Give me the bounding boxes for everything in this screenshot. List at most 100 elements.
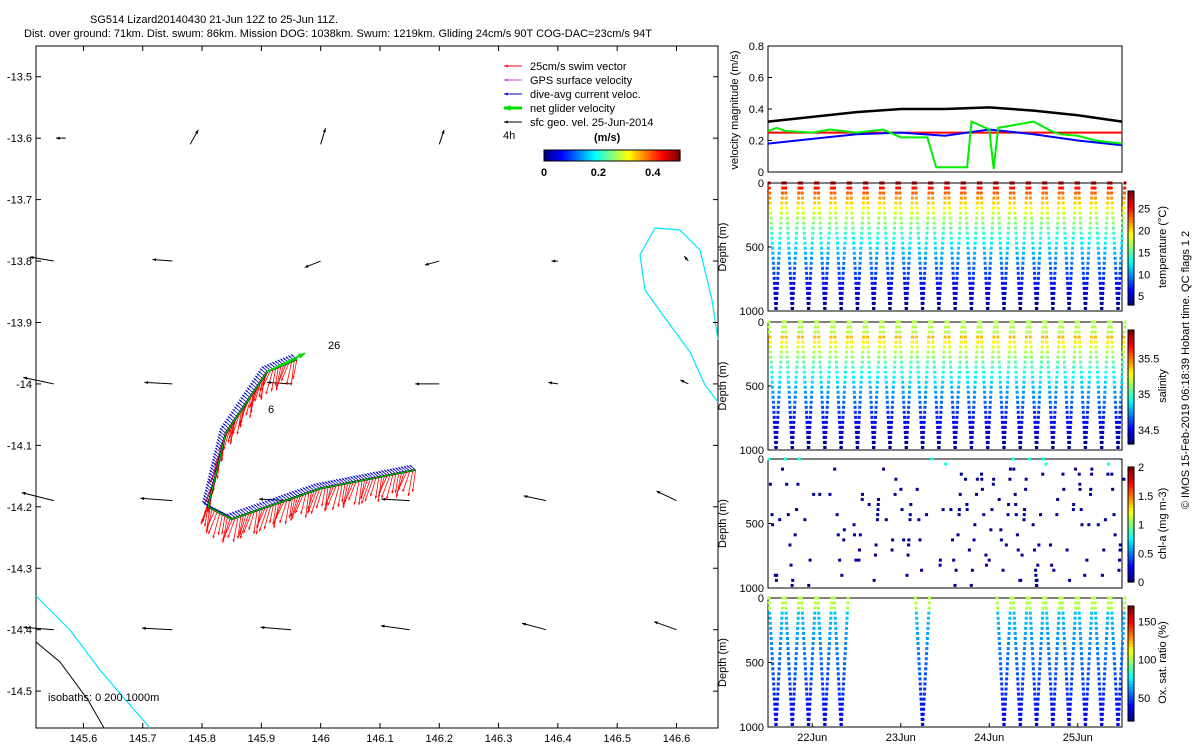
- temperature-dive-point: [939, 266, 943, 270]
- salinity-dive-point: [888, 440, 892, 444]
- salinity-dive-point: [1085, 415, 1089, 419]
- salinity-dive-point: [1036, 420, 1040, 424]
- temperature-dive-point: [787, 256, 791, 260]
- oxygen-dive-point: [786, 642, 790, 646]
- temperature-ylabel: Depth (m): [717, 223, 729, 272]
- oxygen-dive-point: [843, 652, 847, 656]
- velocity-y-tick-label: 0.2: [749, 136, 764, 148]
- dac-vector-head: [281, 494, 284, 498]
- oxygen-dive-point: [1052, 702, 1056, 706]
- map-colorbar-cell: [586, 150, 589, 161]
- temperature-dive-point: [962, 181, 966, 185]
- oxygen-dive-point: [1012, 606, 1016, 610]
- temperature-dive-point: [1100, 306, 1104, 310]
- sfc-vector-head: [29, 256, 34, 260]
- temperature-dive-point: [1000, 281, 1004, 285]
- salinity-dive-point: [922, 415, 926, 419]
- temperature-dive-point: [791, 291, 795, 295]
- temperature-dive-point: [955, 271, 959, 275]
- salinity-dive-point: [840, 425, 844, 429]
- salinity-dive-point: [790, 445, 794, 449]
- oxygen-dive-point: [828, 631, 832, 635]
- temperature-dive-point: [807, 296, 811, 300]
- temperature-dive-point: [987, 281, 991, 285]
- oxygen-dive-point: [1110, 616, 1114, 620]
- temperature-dive-point: [1039, 236, 1043, 240]
- oxygen-dive-point: [787, 657, 791, 661]
- oxygen-dive-point: [803, 662, 807, 666]
- temperature-dive-point: [996, 191, 1000, 195]
- salinity-dive-point: [1006, 380, 1010, 384]
- temperature-dive-point: [1117, 291, 1121, 295]
- oxygen-dive-point: [1039, 642, 1043, 646]
- swim-vector: [208, 511, 218, 535]
- salinity-dive-point: [948, 345, 952, 349]
- salinity-colorbar-cell: [1128, 372, 1134, 377]
- temperature-dive-point: [885, 246, 889, 250]
- legend-swatch-head: [504, 64, 508, 68]
- salinity-dive-point: [921, 445, 925, 449]
- temperature-dive-point: [1009, 186, 1013, 190]
- salinity-dive-point: [1082, 430, 1086, 434]
- temperature-dive-point: [858, 261, 862, 265]
- swim-vector: [250, 383, 260, 409]
- temperature-dive-point: [882, 206, 886, 210]
- salinity-dive-point: [1121, 360, 1125, 364]
- swim-vector: [386, 474, 394, 500]
- sfc-vector: [380, 625, 410, 631]
- temperature-dive-point: [768, 191, 772, 195]
- isobath-label: isobaths: 0 200 1000m: [48, 692, 159, 704]
- salinity-dive-point: [943, 335, 947, 339]
- salinity-dive-point: [1065, 400, 1069, 404]
- salinity-dive-point: [964, 350, 968, 354]
- legend-swatch-head: [504, 92, 508, 96]
- salinity-dive-point: [1060, 325, 1064, 329]
- dac-vector-head: [203, 495, 206, 498]
- salinity-dive-point: [997, 350, 1001, 354]
- salinity-dive-point: [812, 340, 816, 344]
- oxygen-dive-point: [1090, 596, 1094, 600]
- salinity-dive-point: [1105, 355, 1109, 359]
- salinity-dive-point: [988, 415, 992, 419]
- salinity-dive-point: [824, 425, 828, 429]
- temperature-dive-point: [830, 181, 834, 185]
- temperature-dive-point: [882, 191, 886, 195]
- salinity-dive-point: [1084, 435, 1088, 439]
- oxygen-dive-point: [1079, 647, 1083, 651]
- salinity-dive-point: [835, 370, 839, 374]
- temperature-dive-point: [813, 186, 817, 190]
- temperature-colorbar-cell: [1128, 242, 1134, 246]
- salinity-dive-point: [960, 325, 964, 329]
- oxygen-dive-point: [770, 652, 774, 656]
- salinity-dive-point: [957, 375, 961, 379]
- swim-vector-head: [250, 405, 253, 409]
- salinity-dive-point: [1103, 380, 1107, 384]
- dac-vector-head: [275, 496, 278, 500]
- temperature-dive-point: [784, 191, 788, 195]
- oxygen-dive-point: [801, 631, 805, 635]
- salinity-colorbar-tick: 35: [1138, 389, 1150, 401]
- temperature-dive-point: [970, 306, 974, 310]
- temperature-dive-point: [990, 231, 994, 235]
- salinity-dive-point: [1070, 390, 1074, 394]
- salinity-dive-point: [1044, 330, 1048, 334]
- oxygen-dive-point: [1053, 692, 1057, 696]
- salinity-dive-point: [934, 395, 938, 399]
- oxygen-dive-point: [1081, 672, 1085, 676]
- chla-dive-point: [891, 538, 895, 542]
- dac-vector-head: [213, 507, 217, 511]
- temperature-dive-point: [804, 266, 808, 270]
- temperature-dive-point: [805, 271, 809, 275]
- temperature-dive-point: [1087, 251, 1091, 255]
- salinity-dive-point: [1112, 380, 1116, 384]
- temperature-dive-point: [944, 186, 948, 190]
- temperature-dive-point: [866, 196, 870, 200]
- oxygen-dive-point: [787, 662, 791, 666]
- salinity-dive-point: [1094, 340, 1098, 344]
- oxygen-dive-point: [811, 642, 815, 646]
- dac-vector-head: [372, 472, 376, 475]
- salinity-dive-point: [1057, 340, 1061, 344]
- oxygen-colorbar-label: Ox. sat. ratio (%): [1157, 621, 1169, 704]
- temperature-dive-point: [1029, 206, 1033, 210]
- salinity-dive-point: [842, 395, 846, 399]
